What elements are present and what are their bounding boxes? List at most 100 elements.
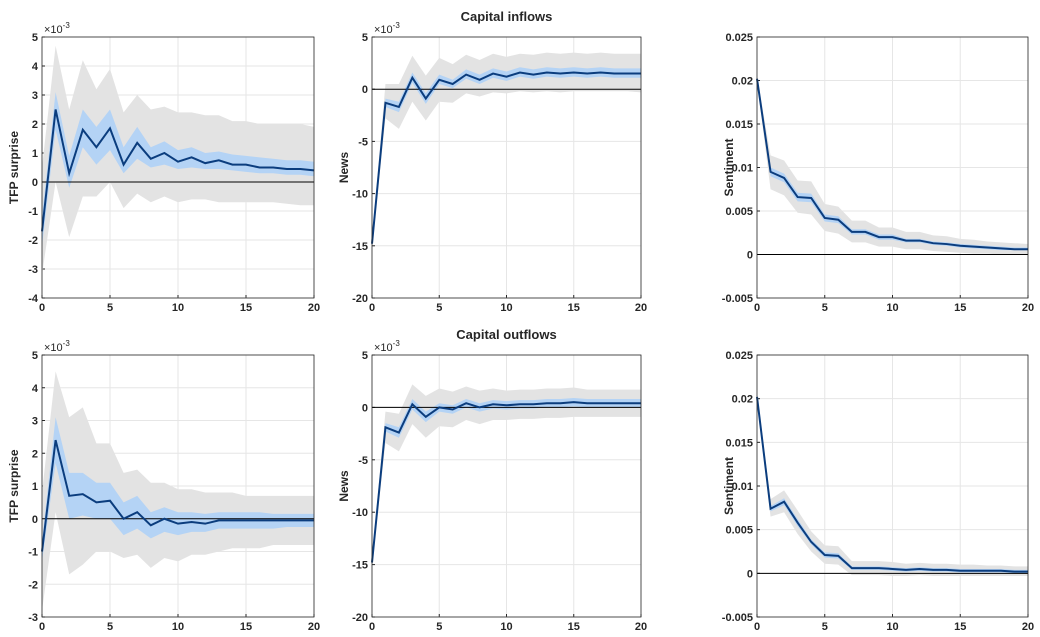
exponent-power: -3 [393, 339, 401, 348]
y-tick-label: -5 [358, 136, 368, 148]
y-tick-label: 4 [32, 61, 39, 73]
y-tick-label: 3 [32, 90, 38, 102]
y-tick-label: -15 [352, 241, 368, 253]
y-tick-label: 0.025 [725, 350, 753, 362]
x-tick-label: 10 [172, 302, 184, 314]
x-tick-label: 15 [954, 302, 966, 314]
y-tick-label: -10 [352, 189, 368, 201]
y-tick-label: 0.005 [725, 525, 753, 537]
x-tick-label: 5 [436, 302, 442, 314]
x-tick-label: 0 [39, 302, 45, 314]
x-tick-label: 10 [500, 302, 512, 314]
y-tick-label: 0.02 [732, 394, 753, 406]
axes-box [371, 36, 642, 299]
y-tick-label: -15 [352, 560, 368, 572]
x-tick-label: 15 [568, 621, 580, 633]
y-axis-label: TFP surprise [7, 449, 21, 522]
exponent-base: ×10 [44, 342, 63, 354]
chart-title: Capital inflows [461, 9, 553, 24]
axes-box [756, 36, 1029, 299]
y-tick-label: 0.015 [725, 437, 753, 449]
x-tick-label: 15 [240, 621, 252, 633]
y-tick-label: -1 [28, 206, 38, 218]
x-tick-label: 10 [172, 621, 184, 633]
x-tick-label: 5 [822, 621, 828, 633]
y-tick-label: -3 [28, 264, 38, 276]
x-tick-label: 5 [822, 302, 828, 314]
confidence-band [757, 75, 1028, 255]
y-axis-label: TFP surprise [7, 131, 21, 204]
y-tick-label: -3 [28, 612, 38, 624]
y-tick-label: 0 [32, 177, 38, 189]
y-exponent: ×10-3 [374, 339, 400, 354]
y-axis-label: Sentiment [722, 138, 736, 196]
axes-box [41, 36, 315, 299]
axes-box [756, 354, 1029, 618]
median-line [41, 109, 315, 232]
y-tick-label: 5 [32, 350, 38, 362]
exponent-power: -3 [63, 21, 71, 30]
y-tick-label: 0.025 [725, 32, 753, 44]
x-tick-label: 20 [308, 621, 320, 633]
median-line [371, 401, 641, 563]
x-tick-label: 5 [107, 302, 113, 314]
subplot: 0 5 10 15 20 -20 -15 -10 -5 0 5 Capital outflows New… [337, 327, 647, 633]
y-tick-label: -5 [358, 455, 368, 467]
y-tick-label: -2 [28, 235, 38, 247]
x-tick-label: 0 [369, 302, 375, 314]
y-exponent: ×10-3 [44, 21, 70, 36]
confidence-band [42, 417, 314, 562]
y-tick-label: 1 [32, 148, 38, 160]
x-tick-label: 0 [754, 621, 760, 633]
chart-title: Capital outflows [456, 327, 556, 342]
exponent-base: ×10 [374, 342, 393, 354]
exponent-power: -3 [393, 21, 401, 30]
y-tick-label: -0.005 [722, 293, 753, 305]
y-tick-label: -4 [28, 293, 39, 305]
median-line [756, 396, 1028, 573]
y-tick-label: 0 [747, 568, 753, 580]
y-tick-label: -2 [28, 579, 38, 591]
x-tick-label: 10 [500, 621, 512, 633]
median-line [756, 78, 1028, 251]
y-tick-label: 1 [32, 481, 38, 493]
x-tick-label: 5 [436, 621, 442, 633]
x-tick-label: 20 [1022, 621, 1034, 633]
subplot: 0 5 10 15 20 -20 -15 -10 -5 0 5 Capital inflows News… [337, 9, 647, 314]
x-tick-label: 0 [754, 302, 760, 314]
y-tick-label: -0.005 [722, 612, 753, 624]
exponent-base: ×10 [374, 24, 393, 36]
x-tick-label: 15 [240, 302, 252, 314]
exponent-power: -3 [63, 339, 71, 348]
y-axis-label: Sentiment [722, 457, 736, 515]
y-tick-label: 5 [362, 350, 368, 362]
y-tick-label: 0.015 [725, 119, 753, 131]
y-tick-label: 0.01 [732, 481, 753, 493]
y-tick-label: 0 [362, 84, 368, 96]
y-exponent: ×10-3 [44, 339, 70, 354]
y-tick-label: -20 [352, 293, 368, 305]
y-tick-label: 3 [32, 416, 38, 428]
median-line [371, 71, 641, 244]
y-tick-label: 2 [32, 119, 38, 131]
x-tick-label: 15 [954, 621, 966, 633]
x-tick-label: 20 [635, 621, 647, 633]
confidence-band [372, 52, 641, 248]
x-tick-label: 5 [107, 621, 113, 633]
x-tick-label: 20 [635, 302, 647, 314]
y-tick-label: 4 [32, 383, 39, 395]
x-tick-label: 15 [568, 302, 580, 314]
y-tick-label: 0.01 [732, 163, 753, 175]
axes-box [371, 354, 642, 618]
y-tick-label: 0 [362, 402, 368, 414]
axes-box [41, 354, 315, 618]
y-tick-label: 0 [747, 250, 753, 262]
subplot: 0 5 10 15 20-0.00500.0050.010.0150.020.025Se… [722, 350, 1034, 633]
y-tick-label: 2 [32, 448, 38, 460]
y-exponent: ×10-3 [374, 21, 400, 36]
y-tick-label: 0 [32, 514, 38, 526]
